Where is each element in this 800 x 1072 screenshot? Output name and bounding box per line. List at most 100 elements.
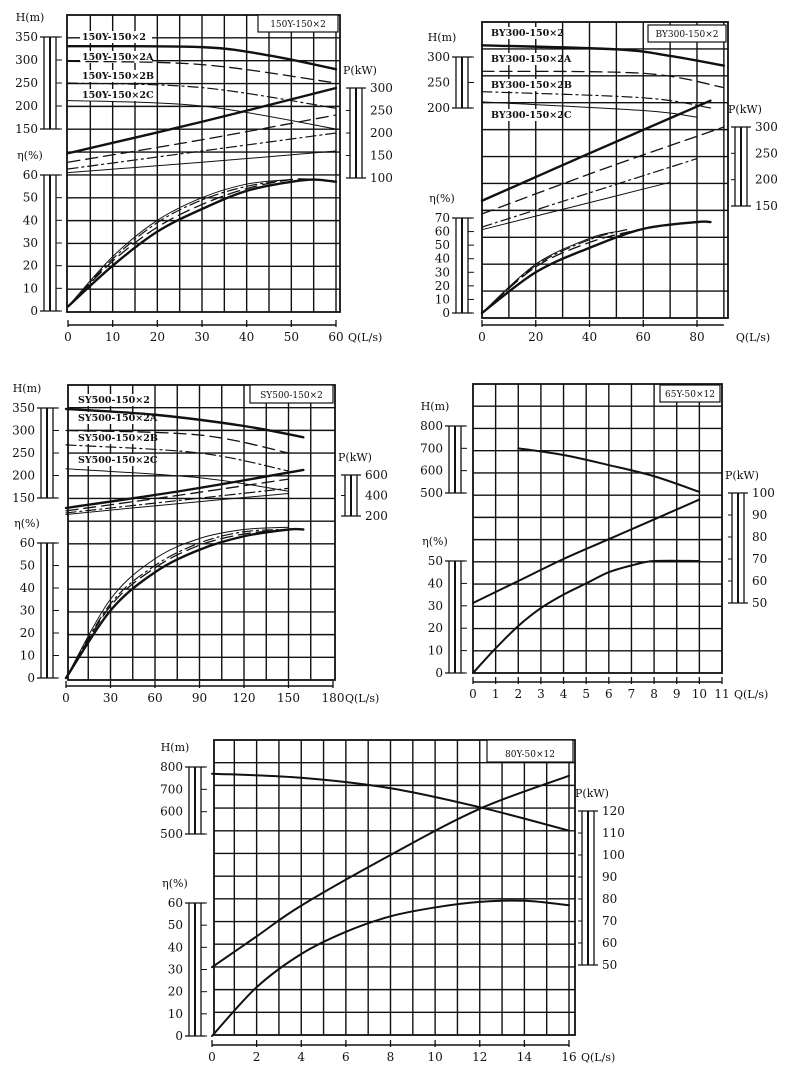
power-curve (64, 468, 305, 510)
tick-label: 30 (23, 236, 38, 250)
efficiency-curve (66, 178, 338, 308)
chart-4: 65Y-50×128007006005005040302010010090807… (420, 383, 775, 701)
tick-label: 40 (435, 252, 450, 266)
tick-label: 70 (602, 914, 617, 928)
tick-label: 500 (160, 827, 183, 841)
tick-label: 30 (168, 963, 183, 977)
tick-label: 0 (175, 1029, 183, 1043)
eta-axis (185, 902, 207, 1037)
tick-label: 20 (168, 985, 183, 999)
tick-label: 250 (755, 146, 778, 160)
tick-label: 0 (30, 304, 38, 318)
q-axis-label: Q(L/s) (734, 688, 768, 701)
tick-label: 300 (12, 424, 35, 438)
tick-label: 200 (370, 126, 393, 140)
legend-label: 150Y-150×2C (82, 90, 154, 101)
x-tick-label: 40 (239, 330, 254, 344)
tick-label: 800 (420, 419, 443, 433)
p-axis (728, 492, 748, 604)
legend-label: 150Y-150×2B (82, 71, 154, 82)
head-curve (65, 444, 290, 472)
head-curve (481, 70, 725, 89)
x-tick-label: 20 (150, 330, 165, 344)
x-tick-label: 4 (560, 687, 568, 701)
p-axis-label: P(kW) (338, 451, 372, 464)
tick-label: 250 (427, 76, 450, 90)
legend-label: SY500-150×2C (78, 455, 158, 466)
efficiency-curve (211, 899, 570, 1037)
head-curve (67, 82, 337, 109)
efficiency-curve (472, 559, 701, 674)
plot-frame (481, 21, 729, 319)
tick-label: 350 (12, 401, 35, 415)
tick-label: 50 (168, 918, 183, 932)
tick-label: 700 (160, 782, 183, 796)
tick-label: 90 (752, 508, 767, 522)
tick-label: 600 (365, 468, 388, 482)
power-curve (481, 181, 671, 231)
chart-2: BY300-150×230025020070605040302010030025… (427, 21, 778, 344)
tick-label: 20 (435, 279, 450, 293)
x-tick-label: 60 (328, 330, 343, 344)
legend-label: BY300-150×2A (491, 54, 572, 65)
x-tick-label: 40 (582, 330, 597, 344)
q-axis (67, 320, 337, 327)
h-axis-label: H(m) (421, 400, 450, 413)
tick-label: 300 (370, 81, 393, 95)
x-tick-label: 10 (692, 687, 707, 701)
legend-label-bg (489, 79, 561, 91)
tick-label: 200 (15, 99, 38, 113)
power-curve (480, 99, 712, 202)
tick-label: 10 (428, 644, 443, 658)
x-tick-label: 5 (582, 687, 590, 701)
head-curve (211, 772, 570, 832)
tick-label: 20 (20, 626, 35, 640)
efficiency-curve (65, 528, 290, 679)
x-tick-label: 11 (714, 687, 729, 701)
tick-label: 20 (23, 259, 38, 273)
chart-title: SY500-150×2 (260, 391, 323, 401)
tick-label: 250 (370, 104, 393, 118)
chart-title-box (486, 739, 574, 763)
x-tick-label: 6 (342, 1050, 350, 1064)
x-tick-label: 20 (528, 330, 543, 344)
legend-label-bg (489, 109, 561, 121)
grid (213, 739, 576, 1036)
plot-frame (472, 383, 723, 674)
efficiency-curve (480, 220, 712, 315)
h-axis (185, 766, 207, 835)
tick-label: 50 (20, 559, 35, 573)
p-axis (341, 474, 361, 517)
tick-label: 150 (15, 122, 38, 136)
x-tick-label: 1 (492, 687, 500, 701)
chart-title-box (647, 24, 727, 43)
tick-label: 90 (602, 870, 617, 884)
p-axis (346, 87, 366, 179)
legend-label: BY300-150×2C (491, 110, 572, 121)
tick-label: 350 (15, 30, 38, 44)
x-tick-label: 8 (650, 687, 658, 701)
p-axis-label: P(kW) (575, 787, 609, 800)
tick-label: 40 (428, 576, 443, 590)
power-curve (481, 158, 698, 228)
legend-label: SY500-150×2A (78, 413, 158, 424)
eta-axis-label: η(%) (162, 877, 188, 890)
head-curve (65, 468, 289, 492)
tick-label: 10 (23, 281, 38, 295)
efficiency-curve (481, 231, 617, 314)
tick-label: 100 (370, 171, 393, 185)
x-tick-label: 60 (147, 691, 162, 705)
tick-label: 300 (755, 120, 778, 134)
tick-label: 60 (20, 536, 35, 550)
head-curve (481, 91, 712, 109)
efficiency-curve (67, 179, 292, 307)
head-curve (480, 44, 726, 67)
eta-axis (452, 217, 474, 314)
tick-label: 150 (12, 491, 35, 505)
chart-1: 150Y-150×2350300250200150605040302010030… (15, 11, 393, 344)
legend-label-bg (80, 89, 152, 101)
chart-5: 80Y-50×128007006005006050403020100120110… (160, 739, 625, 1064)
tick-label: 120 (602, 804, 625, 818)
tick-label: 250 (12, 446, 35, 460)
